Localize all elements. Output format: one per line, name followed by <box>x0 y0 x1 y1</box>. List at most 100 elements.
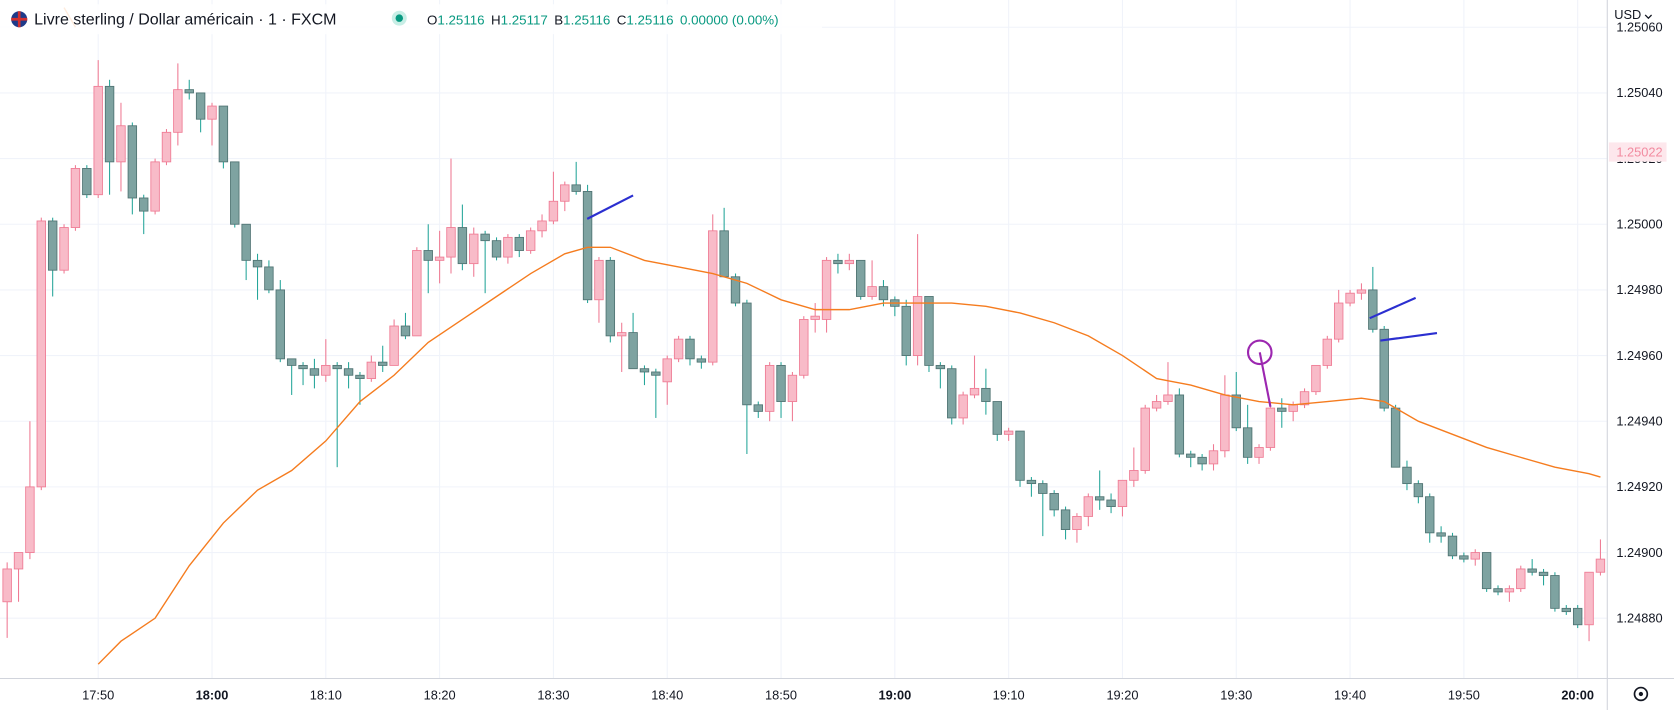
candle-body <box>423 250 433 261</box>
y-tick-label: 1.24940 <box>1616 413 1662 428</box>
candle-body <box>935 364 946 370</box>
x-tick-label: 19:20 <box>1106 687 1138 702</box>
candle-body <box>537 220 547 232</box>
candle-body <box>195 92 206 120</box>
ohlc-values: O1.25116 H1.25117 B1.25116 C1.25116 0.00000 … <box>427 13 779 28</box>
candle-body <box>343 368 354 376</box>
candle-body <box>1072 516 1082 530</box>
candle-body <box>1459 555 1469 560</box>
current-price-badge <box>1608 142 1667 162</box>
currency[interactable]: USD <box>1614 7 1641 22</box>
trend-drawing <box>1369 296 1417 320</box>
candle-body <box>571 184 581 192</box>
candle-body <box>1516 568 1526 590</box>
candle-body <box>833 259 843 265</box>
candle-body <box>1015 430 1025 481</box>
candle-body <box>1368 289 1378 330</box>
candle-body <box>400 325 411 337</box>
candle-body <box>1129 470 1139 481</box>
candle-body <box>810 315 820 320</box>
candle-body <box>378 361 388 366</box>
candle-body <box>617 332 627 337</box>
candle-body <box>1174 394 1185 455</box>
candle-body <box>673 338 684 360</box>
candle-body <box>753 404 763 412</box>
candle-body <box>1584 571 1594 626</box>
candle-body <box>1140 407 1150 471</box>
y-tick-label: 1.24900 <box>1616 545 1662 560</box>
candle-body <box>605 259 616 337</box>
time-axis-bg <box>0 679 1608 710</box>
x-tick-label: 18:00 <box>196 687 229 702</box>
ohlc-label: B <box>554 13 563 28</box>
candle-body <box>264 266 274 291</box>
ohlc-value: 1.25116 <box>437 13 484 28</box>
candle-body <box>457 227 468 265</box>
candle-body <box>412 250 422 337</box>
candle-body <box>1038 483 1048 494</box>
candle-body <box>821 259 832 320</box>
candle-body <box>1265 407 1276 448</box>
x-tick-label: 18:20 <box>424 687 456 702</box>
symbol-title[interactable]: Livre sterling / Dollar américain · 1 · … <box>34 12 336 29</box>
candle-body <box>594 259 604 301</box>
candle-body <box>1356 289 1367 294</box>
candle-body <box>696 358 707 363</box>
candle-body <box>1436 532 1446 537</box>
candle-body <box>1299 391 1310 406</box>
candle-body <box>116 125 126 163</box>
candle-body <box>1094 496 1105 501</box>
candle-body <box>1163 394 1173 402</box>
candle-body <box>1083 496 1094 517</box>
candle-body <box>582 190 593 301</box>
arrow-drawing <box>1258 352 1272 407</box>
candle-body <box>1151 401 1162 409</box>
x-tick-label: 19:50 <box>1448 687 1480 702</box>
candle-body <box>503 236 513 258</box>
axis-labels: 1.250601.250401.250201.250001.249801.249… <box>82 20 1667 702</box>
candle-body <box>1208 450 1219 465</box>
candle-body <box>139 197 149 212</box>
settings-icon-center <box>1638 691 1644 697</box>
candle-body <box>434 256 445 261</box>
candle-body <box>1003 430 1014 435</box>
candle-body <box>924 296 934 366</box>
circle-drawing <box>1246 339 1273 366</box>
x-tick-label: 19:00 <box>878 687 911 702</box>
candle-body <box>150 161 160 212</box>
candle-body <box>1413 483 1424 498</box>
x-tick-label: 18:30 <box>537 687 569 702</box>
candle-body <box>1493 588 1503 593</box>
candle-body <box>764 364 775 412</box>
candle-body <box>1504 588 1515 593</box>
candle-body <box>1049 493 1059 511</box>
candle-body <box>1186 453 1196 458</box>
candle-body <box>799 319 809 376</box>
candle-body <box>1561 607 1571 613</box>
candle-body <box>389 325 399 366</box>
candle-body <box>981 387 991 402</box>
y-tick-label: 1.25040 <box>1616 85 1662 100</box>
y-tick-label: 1.25060 <box>1616 20 1662 35</box>
x-tick-label: 17:50 <box>82 687 114 702</box>
settings-icon[interactable] <box>1633 686 1649 702</box>
candle-body <box>93 85 103 196</box>
candle-body <box>1402 466 1412 485</box>
candle-body <box>1345 292 1355 304</box>
marks <box>2 7 1606 665</box>
candle-body <box>173 89 183 133</box>
candle-body <box>82 168 92 196</box>
candle-body <box>787 374 798 402</box>
ohlc-label: C <box>617 13 627 28</box>
candle-body <box>708 230 718 363</box>
candle-body <box>218 105 229 163</box>
candle-body <box>298 364 308 370</box>
header-bg <box>0 4 823 35</box>
candle-body <box>207 105 217 120</box>
candle-body <box>639 368 650 373</box>
ohlc-value: 1.25117 <box>501 13 548 28</box>
x-tick-label: 19:40 <box>1334 687 1366 702</box>
candle-body <box>1322 338 1333 366</box>
candle-body <box>1220 394 1230 452</box>
